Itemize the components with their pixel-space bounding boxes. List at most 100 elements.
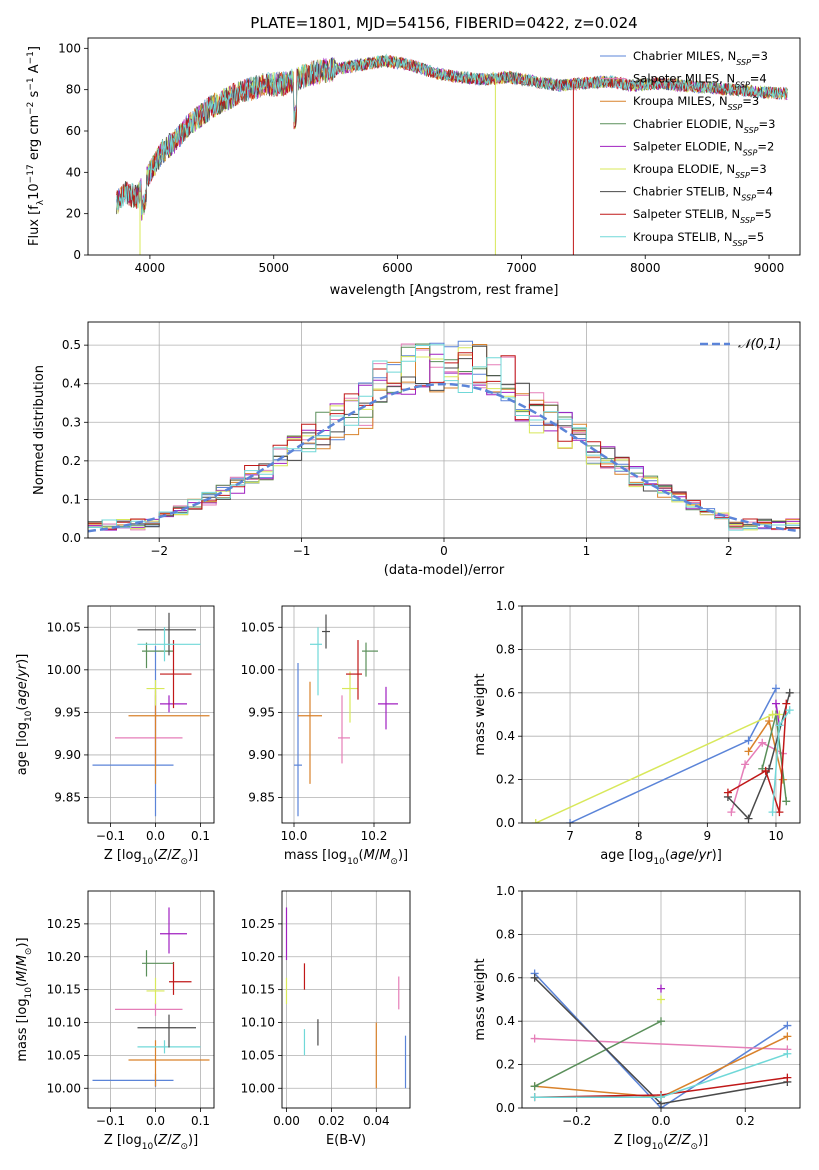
weight-line — [569, 688, 777, 823]
y-axis-label: mass weight — [473, 958, 488, 1040]
panel-mass-vs-Z: −0.1 0.0 0.1 10.00 10.05 10.10 10.15 10.20 10.25… — [15, 890, 215, 1152]
weight-marker — [782, 699, 791, 708]
plot-area — [88, 340, 800, 533]
y-tick-label: 9.95 — [248, 705, 275, 719]
x-tick-label: 0.04 — [363, 1114, 390, 1128]
weight-marker — [727, 808, 736, 817]
weight-marker — [744, 736, 753, 745]
x-tick-label: 1 — [583, 544, 591, 558]
y-tick-label: 1.0 — [496, 884, 515, 898]
x-tick-label: 0.0 — [146, 1114, 165, 1128]
weight-marker — [723, 788, 732, 797]
y-tick-label: 10.00 — [241, 663, 275, 677]
legend-entry: Salpeter STELIB, NSSP=5 — [633, 207, 772, 225]
spectrum-line — [116, 53, 788, 216]
x-tick-label: 4000 — [135, 261, 166, 275]
y-tick-label: 1.0 — [496, 599, 515, 613]
axes-frame — [281, 605, 411, 824]
weight-line — [534, 1037, 788, 1051]
legend-entry: Chabrier MILES, NSSP=3 — [633, 49, 768, 67]
legend-entry: Chabrier STELIB, NSSP=4 — [633, 185, 773, 203]
panel-residuals: −2 −1 0 1 2 0.0 0.1 0.2 0.3 0.4 0.5 (data-model)/er… — [32, 321, 801, 578]
weight-marker — [785, 688, 794, 697]
x-tick-label: 7000 — [506, 261, 537, 275]
y-tick-label: 80 — [66, 83, 81, 97]
weight-line — [727, 703, 788, 813]
x-tick-label: 5000 — [258, 261, 289, 275]
y-tick-label: 10.00 — [241, 1081, 275, 1095]
y-tick-label: 10.10 — [241, 1016, 275, 1030]
x-tick-label: 0.1 — [191, 829, 210, 843]
x-axis-label: wavelength [Angstrom, rest frame] — [330, 283, 559, 298]
x-axis-label: Z [log10(Z/Z⊙)] — [104, 848, 198, 867]
legend-entry: Chabrier ELODIE, NSSP=3 — [633, 117, 775, 135]
axes-frame — [521, 890, 801, 1109]
y-tick-label: 0.5 — [62, 338, 81, 352]
weight-marker — [775, 721, 784, 730]
y-tick-label: 9.95 — [54, 705, 81, 719]
x-tick-label: 0.2 — [736, 1114, 755, 1128]
weight-marker — [530, 1034, 539, 1043]
x-tick-label: −0.1 — [96, 1114, 125, 1128]
y-tick-label: 0.3 — [62, 415, 81, 429]
histogram-step — [88, 344, 800, 531]
plot-area — [530, 969, 792, 1108]
x-tick-label: −0.2 — [562, 1114, 591, 1128]
y-tick-label: 0.0 — [496, 816, 515, 830]
weight-marker — [782, 797, 791, 806]
y-tick-label: 0.8 — [496, 642, 515, 656]
panel-age-vs-mass: 10.0 10.2 9.85 9.90 9.95 10.00 10.05 mass [log1… — [241, 605, 411, 867]
axes-frame — [281, 890, 411, 1109]
x-tick-label: −1 — [293, 544, 311, 558]
y-axis-label: mass [log10(M/M⊙)] — [15, 937, 34, 1061]
plot-area — [92, 907, 210, 1087]
y-tick-label: 10.05 — [241, 620, 275, 634]
axes-frame — [87, 605, 215, 824]
y-tick-label: 60 — [66, 124, 81, 138]
x-tick-label: 0 — [440, 544, 448, 558]
spectrum-line — [116, 55, 788, 211]
y-tick-label: 0.4 — [496, 729, 515, 743]
y-tick-label: 100 — [58, 41, 81, 55]
x-tick-label: 10 — [768, 829, 783, 843]
y-tick-label: 10.20 — [241, 950, 275, 964]
weight-line — [534, 1020, 662, 1087]
x-axis-label: Z [log10(Z/Z⊙)] — [104, 1133, 198, 1152]
y-tick-label: 10.20 — [47, 950, 81, 964]
plot-area — [116, 53, 788, 255]
weight-marker — [530, 973, 539, 982]
gaussian-curve — [88, 382, 800, 533]
x-tick-label: 7 — [566, 829, 574, 843]
y-tick-label: 10.15 — [241, 983, 275, 997]
weight-marker — [758, 738, 767, 747]
y-tick-label: 9.85 — [54, 790, 81, 804]
weight-marker — [531, 819, 540, 823]
weight-marker — [771, 699, 780, 708]
x-tick-label: 8 — [635, 829, 643, 843]
y-tick-label: 0.0 — [62, 531, 81, 545]
weight-marker — [530, 1093, 539, 1102]
x-tick-label: 0.02 — [318, 1114, 345, 1128]
legend-entry: Kroupa ELODIE, NSSP=3 — [633, 162, 767, 180]
x-tick-label: 0.1 — [191, 1114, 210, 1128]
y-tick-label: 10.25 — [47, 917, 81, 931]
y-tick-label: 0.2 — [496, 1058, 515, 1072]
y-tick-label: 0.0 — [496, 1101, 515, 1115]
weight-marker — [765, 717, 774, 726]
y-tick-label: 40 — [66, 165, 81, 179]
weight-marker — [775, 808, 784, 817]
plot-area — [531, 684, 794, 823]
y-axis-label: age [log10(age/yr)] — [15, 654, 34, 776]
x-tick-label: 0.0 — [146, 829, 165, 843]
y-tick-label: 9.90 — [248, 748, 275, 762]
weight-marker — [785, 706, 794, 715]
weight-marker — [761, 766, 770, 775]
panel-spectrum: 4000 5000 6000 7000 8000 9000 0 20 40 60 80 100 wave… — [26, 37, 801, 298]
y-tick-label: 10.00 — [47, 663, 81, 677]
x-tick-label: 0.0 — [651, 1114, 670, 1128]
weight-marker — [768, 710, 777, 719]
weight-marker — [783, 1021, 792, 1030]
plots-layer: 4000 5000 6000 7000 8000 9000020406080100wave… — [15, 37, 801, 1152]
weight-marker — [744, 747, 753, 756]
x-axis-label: (data-model)/error — [384, 563, 505, 578]
